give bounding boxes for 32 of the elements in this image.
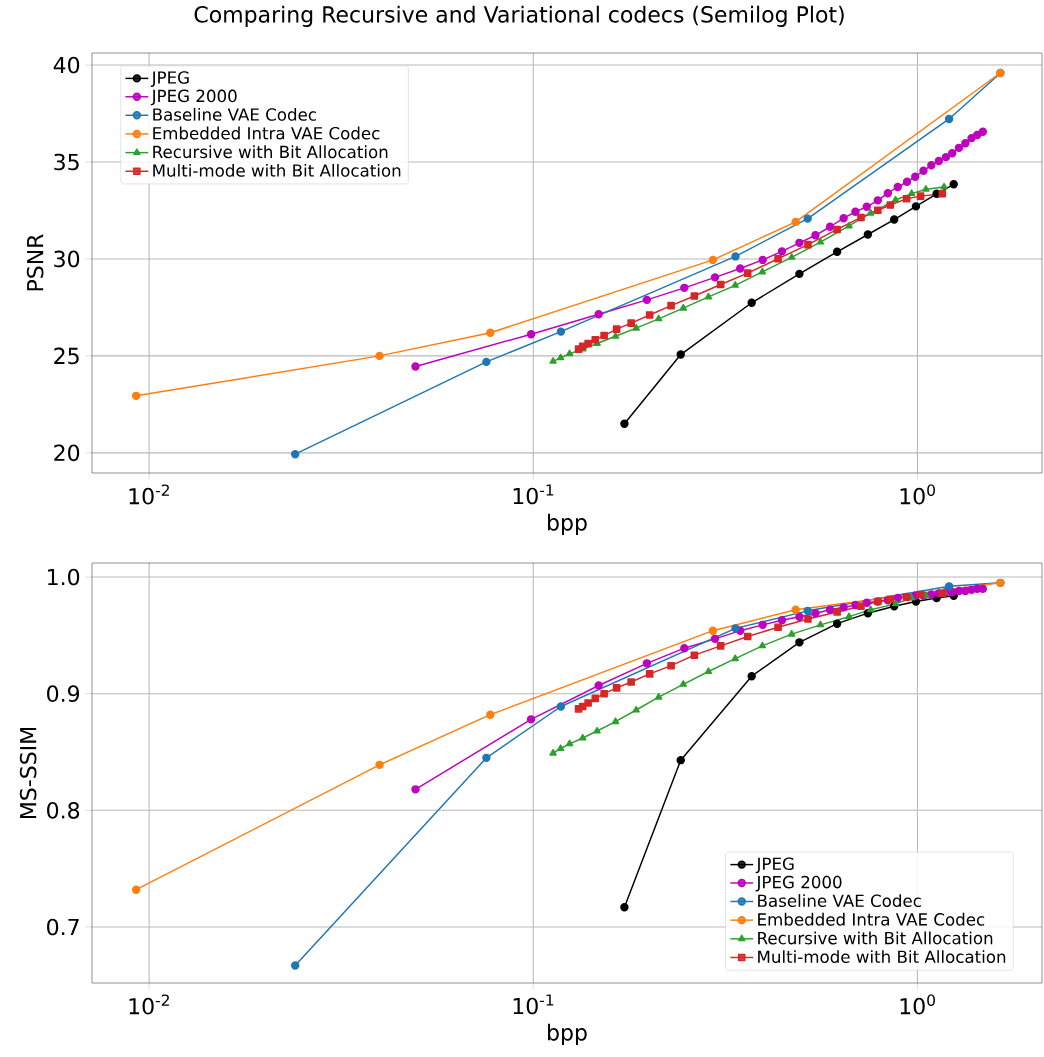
- x-tick-label: 10$^{0}$: [900, 484, 935, 505]
- chart-title: Comparing Recursive and Variational codecs (Semilog Plot): [194, 5, 844, 27]
- legend-label: Baseline VAE Codec: [758, 894, 921, 908]
- legend-label: Embedded Intra VAE Codec: [758, 912, 985, 926]
- y-axis-title: PSNR: [26, 234, 44, 291]
- y-tick-label: 1.0: [48, 568, 80, 586]
- x-tick-label: 10$^{-2}$: [129, 484, 169, 505]
- legend-label: Embedded Intra VAE Codec: [153, 126, 380, 140]
- y-tick-label: 30: [54, 250, 80, 268]
- legend-label: JPEG: [150, 71, 189, 87]
- x-axis-title: bpp: [548, 1023, 587, 1045]
- legend-label: Recursive with Bit Allocation: [758, 931, 993, 945]
- y-tick-label: 0.9: [47, 685, 80, 702]
- legend-label: Multi-mode with Bit Allocation: [758, 950, 1006, 964]
- y-tick-label: 40: [53, 56, 80, 74]
- y-tick-label: 0.8: [47, 802, 80, 819]
- x-tick-label: 10$^{-2}$: [129, 994, 169, 1015]
- legend-label: Baseline VAE Codec: [153, 107, 316, 121]
- legend-label: JPEG 2000: [150, 89, 237, 106]
- x-tick-label: 10$^{-1}$: [513, 994, 554, 1015]
- x-tick-label: 10$^{-1}$: [513, 484, 554, 505]
- x-tick-label: 10$^{0}$: [900, 994, 935, 1015]
- legend-label: JPEG 2000: [755, 875, 842, 892]
- legend-label: Recursive with Bit Allocation: [153, 145, 388, 159]
- y-tick-label: 0.7: [47, 918, 79, 936]
- y-tick-label: 20: [54, 444, 80, 462]
- x-axis-title: bpp: [548, 513, 587, 535]
- y-axis-title: MS-SSIM: [19, 727, 37, 818]
- legend-label: Multi-mode with Bit Allocation: [153, 163, 401, 177]
- y-tick-label: 35: [54, 153, 79, 171]
- legend-label: JPEG: [755, 857, 794, 874]
- y-tick-label: 25: [54, 347, 79, 365]
